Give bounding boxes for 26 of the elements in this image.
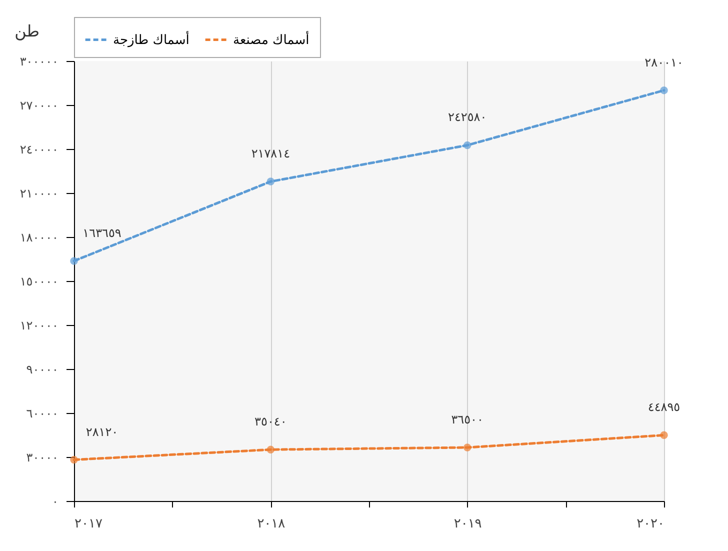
data-label: ٤٤٨٩٥: [648, 400, 680, 414]
data-label: ١٦٣٦٥٩: [82, 226, 122, 240]
x-tick-label: ٢٠١٧: [74, 516, 102, 532]
data-label: ٢٤٢٥٨٠: [448, 110, 487, 124]
y-tick-label: ٢١٠٠٠٠: [20, 186, 58, 200]
y-tick-label: ١٢٠٠٠٠: [20, 318, 58, 332]
data-label: ٢١٧٨١٤: [251, 146, 290, 161]
data-label: ٣٦٥٠٠: [451, 412, 484, 426]
data-label: ٢٨١٢٠: [86, 424, 118, 439]
y-tick-label: ١٥٠٠٠٠: [20, 274, 58, 288]
legend-label: أسماك طازجة: [113, 30, 190, 48]
y-tick-label: ٠: [52, 494, 58, 508]
y-tick-label: ٦٠٠٠٠: [26, 406, 58, 420]
y-tick-label: ٢٧٠٠٠٠: [20, 98, 58, 112]
y-tick-label: ٣٠٠٠٠: [26, 450, 58, 464]
y-tick-label: ٩٠٠٠٠: [26, 362, 58, 376]
x-tick-label: ٢٠١٩: [454, 516, 482, 532]
data-label: ٢٨٠٠١٠: [644, 55, 684, 70]
y-tick-label: ١٨٠٠٠٠: [20, 230, 58, 244]
legend-label: أسماك مصنعة: [233, 30, 310, 48]
y-axis-title: طن: [14, 22, 40, 40]
y-tick-label: ٢٤٠٠٠٠: [20, 142, 58, 156]
x-tick-label: ٢٠٢٠: [636, 516, 664, 532]
x-tick-label: ٢٠١٨: [257, 516, 286, 532]
data-label: ٣٥٠٤٠: [254, 414, 287, 429]
y-tick-label: ٣٠٠٠٠٠: [20, 54, 58, 68]
